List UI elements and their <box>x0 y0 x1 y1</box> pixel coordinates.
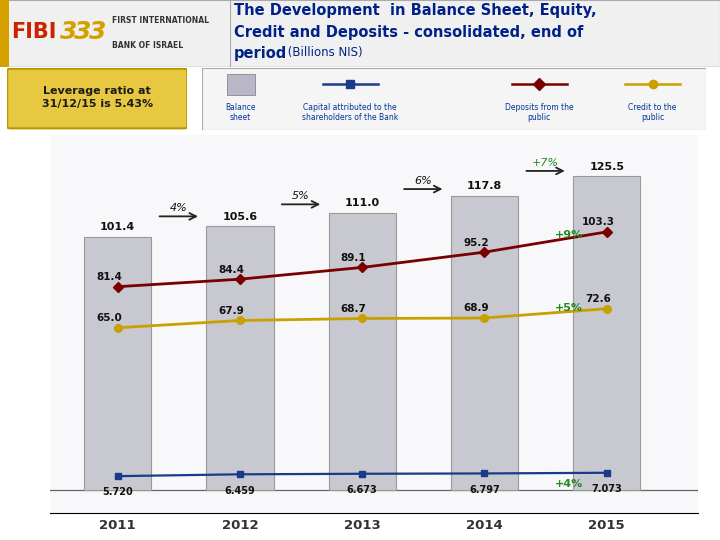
Text: 6.797: 6.797 <box>469 485 500 495</box>
Text: 103.3: 103.3 <box>582 218 615 227</box>
Text: 3: 3 <box>89 20 106 44</box>
Text: 3: 3 <box>74 20 91 44</box>
Text: +5%: +5% <box>555 303 583 314</box>
Text: 84.4: 84.4 <box>218 265 244 275</box>
Text: +4%: +4% <box>555 479 584 489</box>
Bar <box>227 73 255 96</box>
Text: 6.673: 6.673 <box>347 485 377 495</box>
Text: 101.4: 101.4 <box>100 222 135 232</box>
Bar <box>207 226 274 490</box>
Text: 6.459: 6.459 <box>225 485 256 496</box>
Text: 7.073: 7.073 <box>591 484 622 494</box>
Bar <box>0 0 9 67</box>
Text: 65.0: 65.0 <box>96 313 122 323</box>
Text: 68.9: 68.9 <box>463 303 489 314</box>
Text: +9%: +9% <box>555 230 584 240</box>
Text: 95.2: 95.2 <box>463 238 489 248</box>
Bar <box>328 213 396 490</box>
Text: 117.8: 117.8 <box>467 181 502 191</box>
Text: (Billions NIS): (Billions NIS) <box>284 46 363 59</box>
Text: Deposits from the
public: Deposits from the public <box>505 103 574 122</box>
Text: 68.7: 68.7 <box>341 304 366 314</box>
Text: 13: 13 <box>690 518 711 533</box>
FancyBboxPatch shape <box>7 69 187 129</box>
Text: 72.6: 72.6 <box>585 294 611 304</box>
Text: 5.720: 5.720 <box>102 488 133 497</box>
FancyBboxPatch shape <box>0 0 720 67</box>
Text: 105.6: 105.6 <box>222 212 258 221</box>
Text: Credit and Deposits - consolidated, end of: Credit and Deposits - consolidated, end … <box>234 25 583 40</box>
Text: BANK OF ISRAEL: BANK OF ISRAEL <box>112 41 183 50</box>
Text: The Development  in Balance Sheet, Equity,: The Development in Balance Sheet, Equity… <box>234 3 597 18</box>
Text: period: period <box>234 46 287 61</box>
Text: +7%: +7% <box>532 158 559 168</box>
Bar <box>451 195 518 490</box>
Bar <box>573 176 640 490</box>
Text: FIRST INTERNATIONAL: FIRST INTERNATIONAL <box>112 16 209 25</box>
Text: Capital attributed to the
shareholders of the Bank: Capital attributed to the shareholders o… <box>302 103 398 122</box>
Text: 89.1: 89.1 <box>341 253 366 263</box>
Text: 67.9: 67.9 <box>218 306 244 316</box>
Text: 6%: 6% <box>415 176 432 186</box>
Text: Balance
sheet: Balance sheet <box>225 103 256 122</box>
Text: 81.4: 81.4 <box>96 272 122 282</box>
Bar <box>84 237 151 490</box>
Text: FIBI: FIBI <box>12 22 57 42</box>
Text: 111.0: 111.0 <box>345 198 379 208</box>
Text: Leverage ratio at
31/12/15 is 5.43%: Leverage ratio at 31/12/15 is 5.43% <box>42 86 153 109</box>
FancyBboxPatch shape <box>202 68 706 130</box>
Text: 125.5: 125.5 <box>589 162 624 172</box>
Text: Credit to the
public: Credit to the public <box>629 103 677 122</box>
Text: 5%: 5% <box>292 191 310 201</box>
Text: 4%: 4% <box>170 204 188 213</box>
Text: 3: 3 <box>60 20 77 44</box>
